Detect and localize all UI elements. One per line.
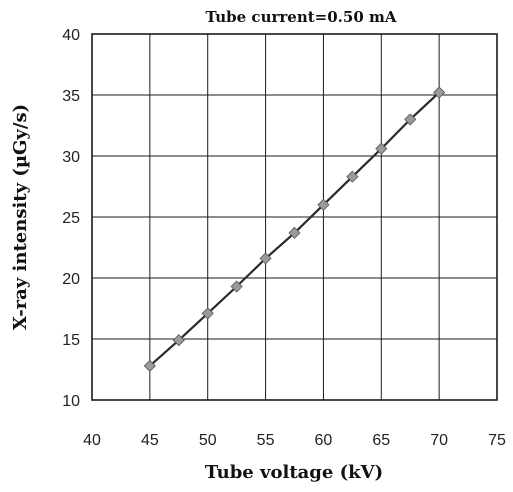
data-point [259, 252, 272, 265]
data-point [143, 359, 156, 372]
chart-title: Tube current=0.50 mA [205, 8, 396, 26]
data-point [172, 334, 185, 347]
x-tick-labels: 40 45 50 55 60 65 70 75 [83, 432, 506, 449]
data-point [375, 142, 388, 155]
y-tick-label: 30 [62, 149, 80, 166]
y-tick-label: 40 [62, 27, 80, 44]
plot-frame [91, 33, 498, 401]
x-tick-label: 55 [257, 432, 275, 449]
data-point [433, 86, 446, 99]
y-tick-label: 10 [62, 393, 80, 410]
x-tick-label: 75 [488, 432, 506, 449]
x-tick-label: 65 [372, 432, 390, 449]
x-tick-label: 50 [199, 432, 217, 449]
x-tick-label: 70 [430, 432, 448, 449]
grid [91, 33, 498, 401]
x-tick-label: 40 [83, 432, 101, 449]
y-axis-label: X-ray intensity (µGy/s) [10, 104, 31, 330]
y-tick-labels: 10 15 20 25 30 35 40 [62, 27, 80, 410]
data-point [288, 226, 301, 239]
x-axis-label: Tube voltage (kV) [205, 462, 383, 483]
y-tick-label: 35 [62, 88, 80, 105]
y-tick-label: 25 [62, 210, 80, 227]
data-point [230, 280, 243, 293]
y-tick-label: 15 [62, 332, 80, 349]
data-point [201, 307, 214, 320]
data-point [346, 170, 359, 183]
x-tick-label: 60 [315, 432, 333, 449]
data-point [404, 113, 417, 126]
y-tick-label: 20 [62, 271, 80, 288]
data-point [317, 198, 330, 211]
x-tick-label: 45 [141, 432, 159, 449]
series-layer [143, 86, 446, 372]
